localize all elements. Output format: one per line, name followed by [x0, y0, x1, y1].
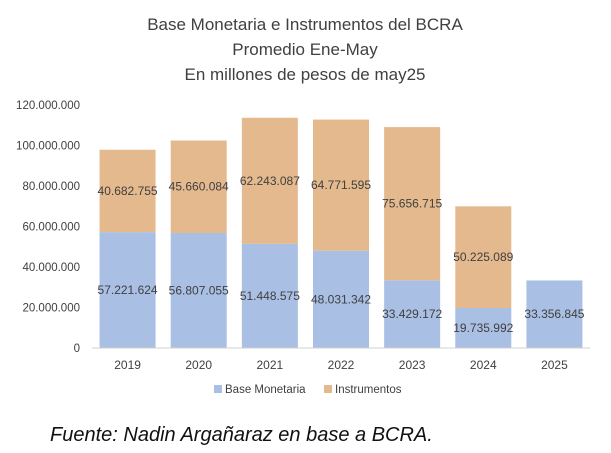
label-instrumentos: 40.682.755: [98, 184, 158, 198]
bar-base-monetaria: [313, 250, 369, 348]
label-instrumentos: 50.225.089: [453, 250, 513, 264]
y-tick-label: 40.000.000: [22, 262, 80, 274]
bar-base-monetaria: [526, 280, 583, 348]
label-base-monetaria: 57.221.624: [98, 283, 158, 297]
x-tick-label: 2025: [541, 358, 568, 372]
chart-title-line: Promedio Ene-May: [232, 40, 378, 59]
bar-base-monetaria: [99, 232, 156, 348]
legend-swatch: [214, 385, 222, 393]
label-base-monetaria: 33.356.845: [524, 307, 584, 321]
bar-base-monetaria: [170, 232, 227, 348]
bar-base-monetaria: [241, 243, 298, 348]
bar-instrumentos: [241, 117, 298, 244]
bar-instrumentos: [99, 149, 156, 233]
chart-title-line: En millones de pesos de may25: [185, 65, 426, 84]
legend-label: Base Monetaria: [225, 384, 306, 396]
y-tick-label: 100.000.000: [16, 141, 80, 153]
x-tick-label: 2021: [257, 358, 284, 372]
label-instrumentos: 45.660.084: [169, 180, 229, 194]
x-tick-label: 2022: [328, 358, 355, 372]
legend-label: Instrumentos: [335, 384, 402, 396]
chart-title-line: Base Monetaria e Instrumentos del BCRA: [147, 15, 463, 34]
y-tick-label: 120.000.000: [16, 100, 80, 112]
label-base-monetaria: 19.735.992: [453, 321, 513, 335]
label-instrumentos: 64.771.595: [311, 178, 371, 192]
bar-base-monetaria: [455, 308, 512, 348]
bar-instrumentos: [384, 127, 441, 281]
label-base-monetaria: 33.429.172: [382, 307, 442, 321]
bar-instrumentos: [313, 119, 369, 251]
label-base-monetaria: 51.448.575: [240, 289, 300, 303]
y-tick-label: 0: [74, 343, 80, 355]
x-tick-label: 2024: [470, 358, 497, 372]
label-instrumentos: 62.243.087: [240, 174, 300, 188]
source-note: Fuente: Nadin Argañaraz en base a BCRA.: [50, 424, 433, 446]
bar-base-monetaria: [384, 280, 441, 348]
stacked-bar-chart: Base Monetaria e Instrumentos del BCRA Pr…: [16, 15, 590, 396]
label-instrumentos: 75.656.715: [382, 197, 442, 211]
label-base-monetaria: 48.031.342: [311, 292, 371, 306]
legend-swatch: [324, 385, 332, 393]
y-tick-label: 80.000.000: [22, 181, 80, 193]
y-tick-label: 20.000.000: [22, 303, 80, 315]
x-tick-label: 2020: [185, 358, 212, 372]
bar-instrumentos: [170, 140, 227, 233]
x-tick-label: 2019: [114, 358, 141, 372]
label-base-monetaria: 56.807.055: [169, 283, 229, 297]
bar-instrumentos: [455, 206, 512, 309]
y-tick-label: 60.000.000: [22, 222, 80, 234]
x-tick-label: 2023: [399, 358, 426, 372]
